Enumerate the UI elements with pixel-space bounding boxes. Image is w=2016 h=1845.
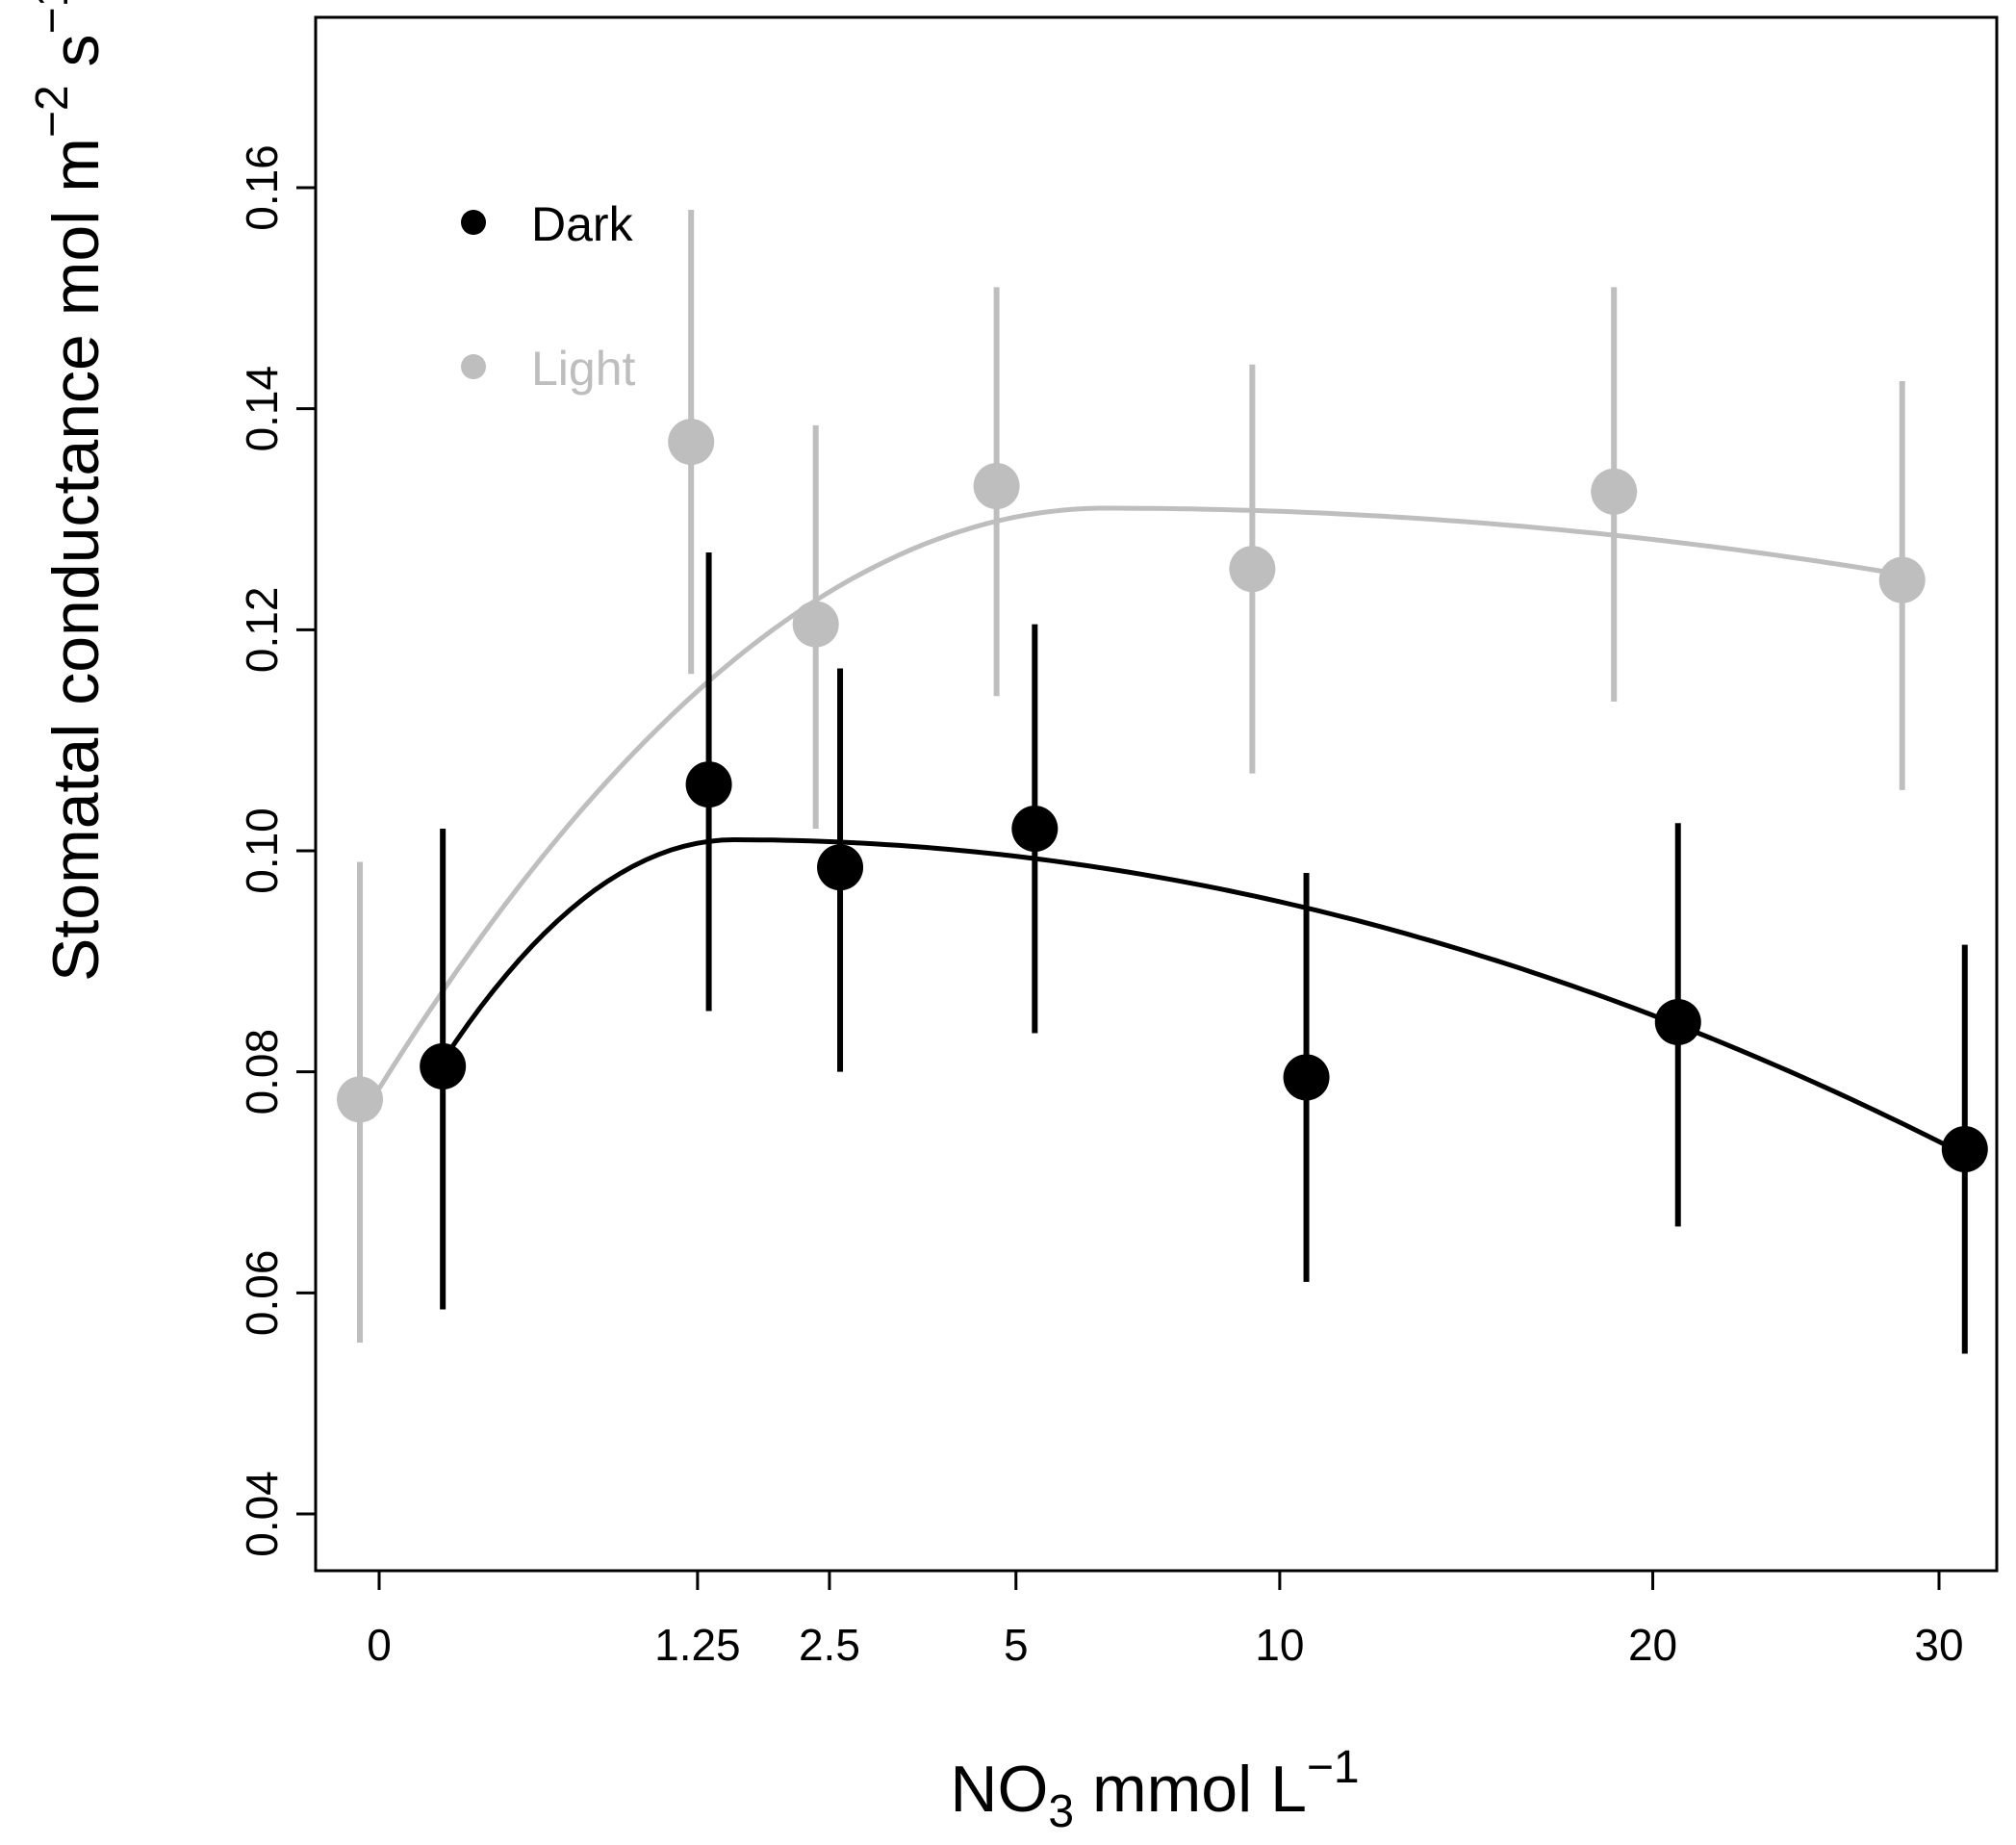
- data-point-light: [668, 419, 715, 466]
- x-tick-label: 0: [367, 1620, 392, 1670]
- legend: Dark Light: [461, 197, 636, 396]
- x-title-subscript: 3: [1048, 1786, 1074, 1837]
- data-point-dark: [1654, 998, 1701, 1045]
- data-point-light: [792, 601, 839, 648]
- data-point-light: [1229, 546, 1276, 593]
- x-title-main: NO: [950, 1753, 1048, 1826]
- y-tick-label: 0.14: [237, 366, 287, 452]
- x-tick-label: 5: [1004, 1620, 1029, 1670]
- data-point-light: [337, 1076, 383, 1123]
- x-axis-title: NO3 mmol L−1: [950, 1742, 1359, 1837]
- y-tick-label: 0.06: [237, 1250, 287, 1337]
- legend-marker-light: [461, 354, 486, 379]
- data-point-light: [1878, 556, 1926, 603]
- data-point-dark: [1941, 1126, 1988, 1173]
- data-point-dark: [1283, 1054, 1330, 1101]
- x-tick-label: 1.25: [654, 1620, 741, 1670]
- y-title-mid: s: [39, 34, 113, 85]
- legend-marker-dark: [461, 210, 486, 235]
- y-title-sup2: −1: [27, 0, 78, 34]
- y-title-main: Stomatal conductance mol m: [39, 138, 113, 982]
- fit-curves: [376, 505, 1966, 1158]
- y-tick-label: 0.16: [237, 144, 287, 231]
- legend-label-dark: Dark: [531, 197, 634, 251]
- x-tick-label: 10: [1255, 1620, 1304, 1670]
- data-point-light: [1591, 468, 1638, 515]
- y-title-sup1: −2: [27, 85, 78, 138]
- data-point-dark: [420, 1042, 467, 1089]
- y-tick-label: 0.04: [237, 1471, 287, 1557]
- x-axis: 0 1.25 2.5 5 10 20 30: [367, 1569, 1964, 1670]
- data-point-dark: [817, 844, 864, 891]
- y-axis: 0.04 0.06 0.08 0.10 0.12 0.14 0.16: [237, 144, 318, 1557]
- x-title-unit: mmol L: [1074, 1753, 1307, 1826]
- fit-curve-dark: [441, 836, 1966, 1158]
- y-tick-label: 0.08: [237, 1029, 287, 1115]
- legend-label-light: Light: [531, 342, 636, 396]
- x-tick-label: 30: [1914, 1620, 1963, 1670]
- data-point-dark: [685, 761, 732, 808]
- data-points: [337, 419, 1988, 1173]
- y-tick-label: 0.10: [237, 807, 287, 894]
- y-tick-label: 0.12: [237, 587, 287, 674]
- data-point-light: [973, 463, 1020, 510]
- x-title-superscript: −1: [1307, 1742, 1360, 1793]
- x-tick-label: 2.5: [799, 1620, 860, 1670]
- y-axis-title: Stomatal conductance mol m−2 s−1: [27, 0, 113, 982]
- x-tick-label: 20: [1628, 1620, 1677, 1670]
- fit-curve-light: [376, 505, 1903, 1090]
- data-point-dark: [1011, 806, 1059, 853]
